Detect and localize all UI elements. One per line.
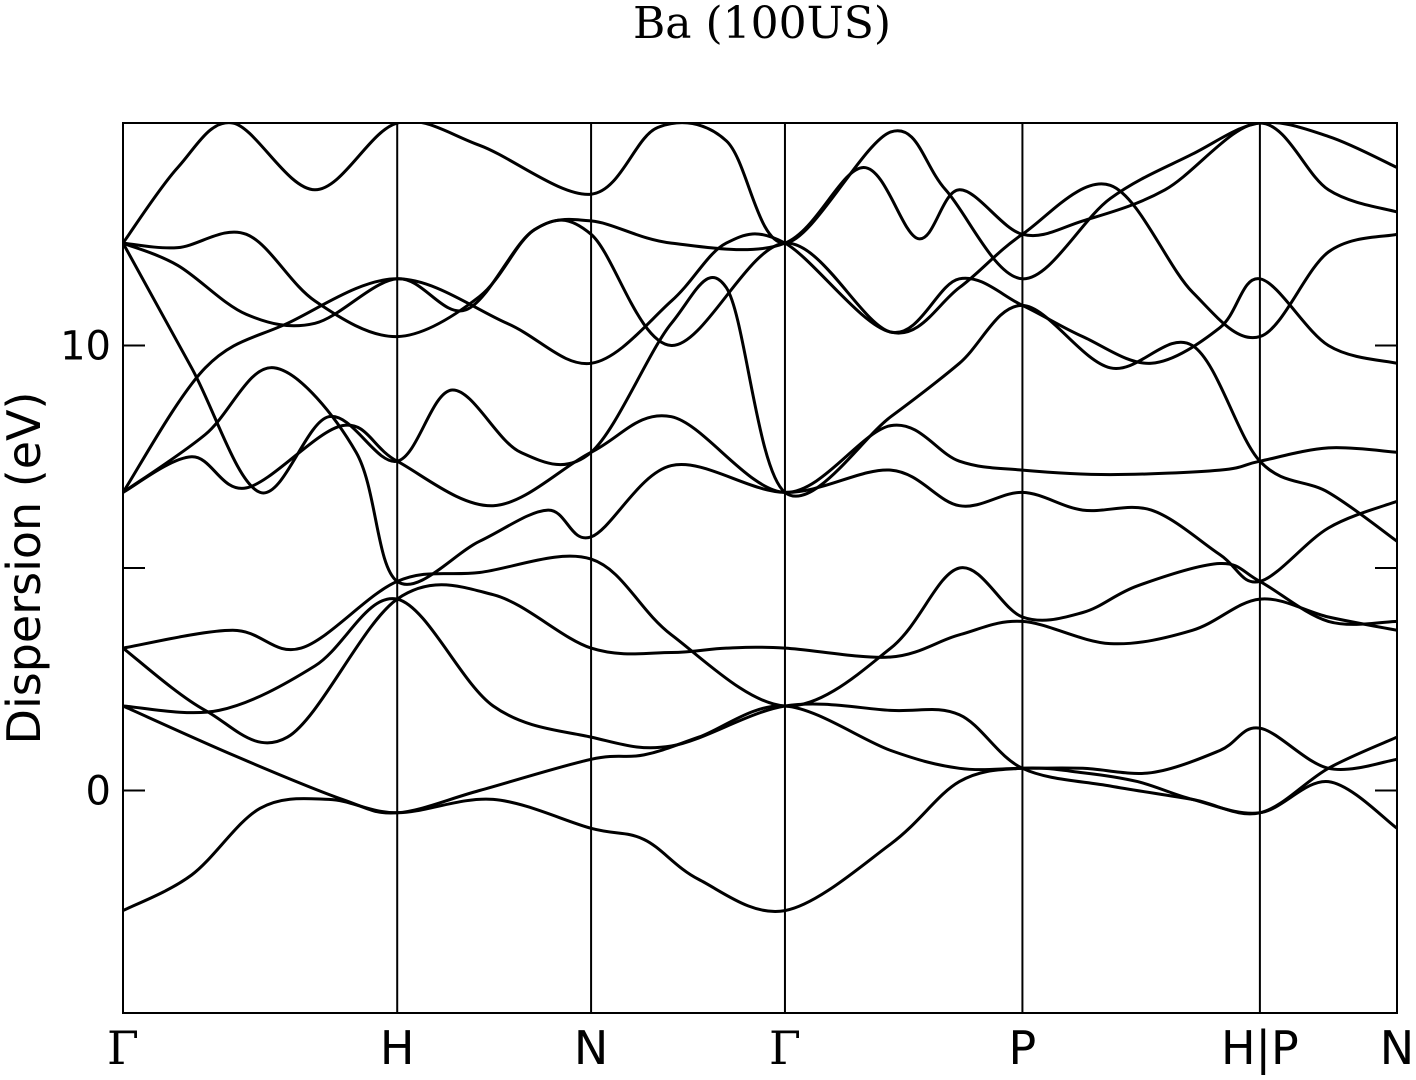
y-tick-label: 10 [60, 324, 111, 370]
y-axis-label: Dispersion (eV) [0, 392, 51, 745]
high-symmetry-lines [396, 123, 1261, 1013]
chart-title: Ba (100US) [633, 0, 891, 49]
band-curve [123, 554, 1397, 708]
plot-area: 0 10 Γ H N Γ P H|P N [60, 122, 1414, 1076]
band-curve [123, 583, 1397, 745]
y-tick-label: 0 [86, 769, 111, 815]
band-curve [123, 597, 1397, 816]
plot-frame [122, 122, 1398, 1014]
k-point-label: N [574, 1021, 608, 1075]
band-curve [123, 241, 1397, 543]
band-curve [123, 414, 1397, 508]
band-curve [123, 366, 1397, 586]
k-point-label: N [1380, 1021, 1414, 1075]
k-point-label: H [380, 1021, 415, 1075]
k-point-label: H|P [1221, 1021, 1299, 1076]
band-curves [123, 123, 1397, 914]
k-point-label: Γ [769, 1021, 801, 1075]
band-curve [123, 123, 1397, 339]
band-curve [123, 704, 1397, 815]
k-point-label: P [1009, 1021, 1037, 1075]
band-curve [123, 182, 1397, 348]
k-path-labels: Γ H N Γ P H|P N [107, 1021, 1414, 1076]
band-curve [123, 232, 1397, 494]
y-ticks: 0 10 [60, 324, 1397, 815]
band-curve [123, 123, 1397, 281]
k-point-label: Γ [107, 1021, 139, 1075]
